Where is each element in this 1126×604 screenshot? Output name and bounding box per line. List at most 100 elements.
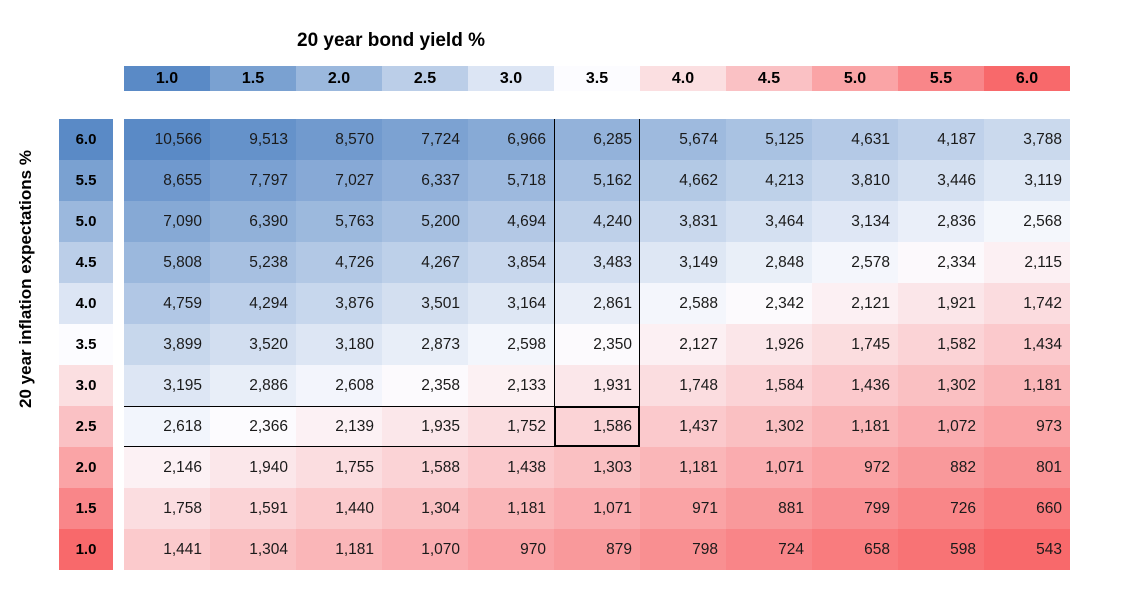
heatmap-cell: 4,213 xyxy=(726,160,812,201)
x-axis-title: 20 year bond yield % xyxy=(297,30,485,51)
heatmap-cell: 1,437 xyxy=(640,406,726,447)
heatmap-cell: 1,302 xyxy=(898,365,984,406)
heatmap-cell: 2,342 xyxy=(726,283,812,324)
heatmap-cell: 3,788 xyxy=(984,119,1070,160)
heatmap-cell: 4,631 xyxy=(812,119,898,160)
heatmap-cell: 8,570 xyxy=(296,119,382,160)
heatmap-cell: 724 xyxy=(726,529,812,570)
heatmap-cell: 1,181 xyxy=(640,447,726,488)
heatmap-cell: 7,027 xyxy=(296,160,382,201)
heatmap-cell: 2,133 xyxy=(468,365,554,406)
column-header-cell: 3.0 xyxy=(468,66,554,91)
heatmap-cell: 4,187 xyxy=(898,119,984,160)
heatmap-cell: 1,931 xyxy=(554,365,640,406)
heatmap-cell: 2,115 xyxy=(984,242,1070,283)
heatmap-cell: 1,181 xyxy=(812,406,898,447)
heatmap-cell: 3,520 xyxy=(210,324,296,365)
heatmap-cell: 2,366 xyxy=(210,406,296,447)
heatmap-cell: 1,584 xyxy=(726,365,812,406)
heatmap-cell: 1,742 xyxy=(984,283,1070,324)
heatmap-cell: 1,921 xyxy=(898,283,984,324)
row-header-cell: 4.0 xyxy=(59,283,113,324)
heatmap-cell: 4,726 xyxy=(296,242,382,283)
heatmap-cell: 5,162 xyxy=(554,160,640,201)
column-header-cell: 6.0 xyxy=(984,66,1070,91)
heatmap-cell: 3,464 xyxy=(726,201,812,242)
heatmap-cell: 3,483 xyxy=(554,242,640,283)
heatmap-cell: 6,966 xyxy=(468,119,554,160)
heatmap-cell: 598 xyxy=(898,529,984,570)
heatmap-cell: 2,121 xyxy=(812,283,898,324)
column-header-cell: 1.0 xyxy=(124,66,210,91)
column-header-cell: 2.5 xyxy=(382,66,468,91)
heatmap-cell: 3,501 xyxy=(382,283,468,324)
heatmap-cell: 3,446 xyxy=(898,160,984,201)
heatmap-cell: 1,304 xyxy=(382,488,468,529)
heatmap-cell: 660 xyxy=(984,488,1070,529)
heatmap-cell: 2,139 xyxy=(296,406,382,447)
heatmap-cell: 2,127 xyxy=(640,324,726,365)
heatmap-cell: 882 xyxy=(898,447,984,488)
heatmap-cell: 3,134 xyxy=(812,201,898,242)
heatmap-cell: 4,267 xyxy=(382,242,468,283)
heatmap-cell: 2,836 xyxy=(898,201,984,242)
heatmap-cell: 6,390 xyxy=(210,201,296,242)
column-header-cell: 5.0 xyxy=(812,66,898,91)
heatmap-cell: 3,164 xyxy=(468,283,554,324)
heatmap-cell: 1,436 xyxy=(812,365,898,406)
heatmap-cell: 2,886 xyxy=(210,365,296,406)
heatmap-cell: 10,566 xyxy=(124,119,210,160)
heatmap-cell: 5,674 xyxy=(640,119,726,160)
heatmap-cell: 970 xyxy=(468,529,554,570)
heatmap-cell: 3,195 xyxy=(124,365,210,406)
heatmap-cell: 1,758 xyxy=(124,488,210,529)
row-header-cell: 2.5 xyxy=(59,406,113,447)
heatmap-cell: 2,848 xyxy=(726,242,812,283)
heatmap-cell: 801 xyxy=(984,447,1070,488)
heatmap-cell: 3,119 xyxy=(984,160,1070,201)
heatmap-cell: 971 xyxy=(640,488,726,529)
column-header-cell: 4.5 xyxy=(726,66,812,91)
heatmap-cell: 881 xyxy=(726,488,812,529)
column-header-cell: 5.5 xyxy=(898,66,984,91)
heatmap-cell: 1,303 xyxy=(554,447,640,488)
heatmap-cell: 1,440 xyxy=(296,488,382,529)
column-header-cell: 1.5 xyxy=(210,66,296,91)
column-header-cell: 2.0 xyxy=(296,66,382,91)
row-header-cell: 6.0 xyxy=(59,119,113,160)
heatmap-cell: 3,899 xyxy=(124,324,210,365)
heatmap-cell: 1,181 xyxy=(296,529,382,570)
column-header-cell: 4.0 xyxy=(640,66,726,91)
heatmap-cell: 6,285 xyxy=(554,119,640,160)
heatmap-cell: 7,724 xyxy=(382,119,468,160)
row-header-cell: 3.0 xyxy=(59,365,113,406)
heatmap-cell: 1,588 xyxy=(382,447,468,488)
heatmap-cell: 6,337 xyxy=(382,160,468,201)
heatmap-cell: 2,588 xyxy=(640,283,726,324)
heatmap-cell: 5,125 xyxy=(726,119,812,160)
row-header-cell: 1.0 xyxy=(59,529,113,570)
heatmap-cell: 1,181 xyxy=(984,365,1070,406)
heatmap-cell: 4,662 xyxy=(640,160,726,201)
heatmap-cell: 2,608 xyxy=(296,365,382,406)
heatmap-cell: 2,358 xyxy=(382,365,468,406)
heatmap-cell: 1,438 xyxy=(468,447,554,488)
heatmap-cell: 658 xyxy=(812,529,898,570)
heatmap-cell: 4,759 xyxy=(124,283,210,324)
heatmap-cell: 798 xyxy=(640,529,726,570)
heatmap-cell: 2,598 xyxy=(468,324,554,365)
row-header-cell: 4.5 xyxy=(59,242,113,283)
heatmap-cell: 7,797 xyxy=(210,160,296,201)
heatmap-cell: 1,755 xyxy=(296,447,382,488)
heatmap-cell: 7,090 xyxy=(124,201,210,242)
heatmap-cell: 3,180 xyxy=(296,324,382,365)
heatmap-cell: 3,810 xyxy=(812,160,898,201)
heatmap-cell: 1,434 xyxy=(984,324,1070,365)
column-header-cell: 3.5 xyxy=(554,66,640,91)
heatmap-cell: 2,873 xyxy=(382,324,468,365)
heatmap-cell: 2,350 xyxy=(554,324,640,365)
heatmap-cell: 972 xyxy=(812,447,898,488)
row-header-cell: 3.5 xyxy=(59,324,113,365)
heatmap-cell: 799 xyxy=(812,488,898,529)
